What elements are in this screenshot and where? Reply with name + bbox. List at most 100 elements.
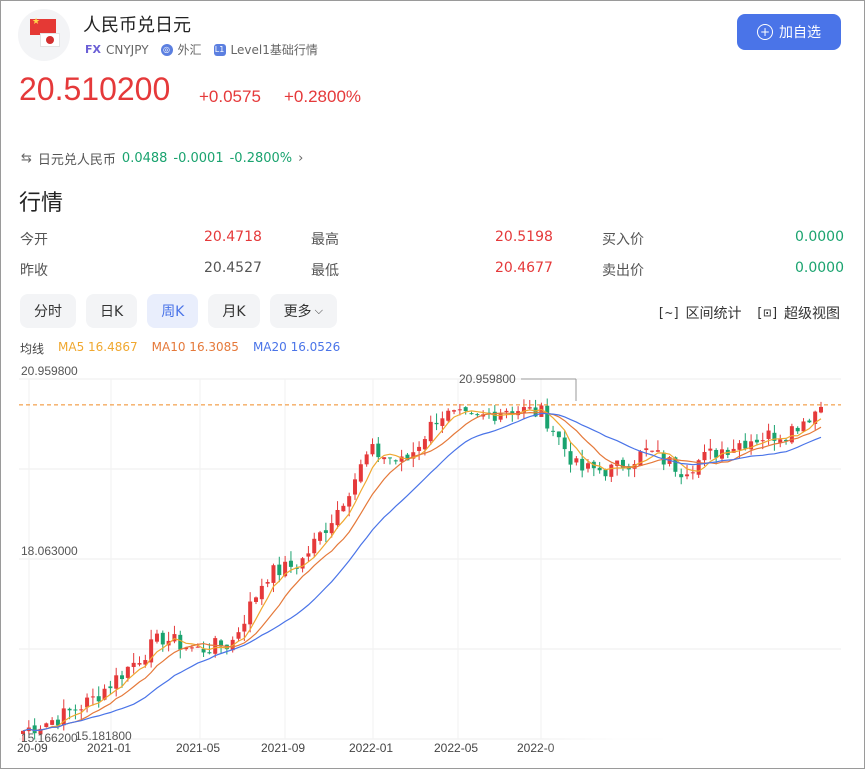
- max-price-marker: [521, 378, 577, 401]
- candle-body: [137, 663, 142, 665]
- candle-body: [73, 709, 78, 711]
- market-tag: ◎ 外汇: [160, 41, 202, 58]
- tab-intraday[interactable]: 分时: [20, 294, 76, 328]
- candle-body: [743, 440, 748, 449]
- tab-weekly[interactable]: 周K: [147, 294, 199, 328]
- ma20-line: [22, 412, 822, 732]
- candle-body: [708, 448, 713, 451]
- candle-body: [615, 460, 620, 466]
- candle-body: [288, 560, 293, 567]
- candle-body: [347, 496, 352, 507]
- candle-body: [527, 407, 532, 409]
- candle-body: [609, 464, 614, 477]
- candle-body: [248, 601, 253, 625]
- candle-body: [201, 648, 206, 653]
- candle-body: [102, 688, 107, 700]
- high-value: 20.5198: [495, 229, 553, 245]
- candle-body: [772, 432, 777, 441]
- candle-body: [597, 467, 602, 471]
- tab-daily[interactable]: 日K: [86, 294, 138, 328]
- candle-body: [620, 459, 625, 469]
- candle-body: [411, 452, 416, 459]
- candle-body: [108, 686, 113, 689]
- candle-body: [149, 639, 154, 663]
- candle-body: [160, 632, 165, 645]
- add-watchlist-button[interactable]: + 加自选: [737, 14, 841, 50]
- candle-body: [417, 446, 422, 451]
- candle-body: [714, 449, 719, 458]
- candle-body: [784, 439, 789, 442]
- min-price-label: 15.181800: [75, 729, 132, 743]
- candle-body: [452, 410, 457, 412]
- candle-body: [38, 728, 43, 735]
- candle-body: [469, 413, 474, 415]
- candle-body: [335, 509, 340, 526]
- candle-body: [329, 523, 334, 534]
- candle-body: [731, 448, 736, 453]
- y-tick-label: 15.166200: [21, 731, 78, 745]
- candle-body: [568, 451, 573, 465]
- ma20-value: MA20 16.0526: [252, 340, 341, 354]
- candle-body: [399, 456, 404, 462]
- candle-body: [306, 553, 311, 557]
- candle-body: [422, 439, 427, 450]
- candle-body: [259, 585, 264, 600]
- prev-close-label: 昨收: [20, 263, 48, 279]
- chart-tools: [~] 区间统计 [⊡] 超级视图: [657, 303, 840, 323]
- candle-body: [376, 443, 381, 458]
- candle-body: [382, 457, 387, 460]
- candle-body: [685, 474, 690, 477]
- candle-body: [61, 708, 66, 726]
- symbol-code: CNYJPY: [106, 42, 149, 57]
- super-view-label: 超级视图: [784, 306, 840, 322]
- super-view-button[interactable]: [⊡] 超级视图: [756, 303, 840, 323]
- x-tick-label: 20-09: [17, 741, 48, 755]
- candle-body: [696, 460, 701, 475]
- candle-body: [370, 444, 375, 455]
- candle-body: [242, 623, 247, 632]
- candle-body: [795, 427, 800, 432]
- candle-body: [457, 409, 462, 411]
- candle-body: [551, 430, 556, 432]
- candle-body: [434, 422, 439, 425]
- add-watchlist-label: 加自选: [779, 25, 821, 41]
- candle-body: [446, 410, 451, 421]
- candle-body: [650, 450, 655, 452]
- candle-body: [44, 723, 49, 727]
- inverse-change-percent: -0.2800%: [229, 151, 293, 166]
- candle-body: [679, 474, 684, 478]
- candle-body: [702, 451, 707, 461]
- candle-body: [521, 407, 526, 413]
- candle-body: [574, 458, 579, 463]
- candle-body: [393, 460, 398, 462]
- candle-body: [143, 660, 148, 665]
- ma5-line: [22, 408, 822, 732]
- candle-body: [184, 647, 189, 650]
- price-change: +0.0575: [199, 87, 261, 106]
- candle-body: [312, 538, 317, 554]
- chevron-down-icon: ⌵: [314, 304, 323, 317]
- candle-body: [154, 633, 159, 642]
- ma10-value: MA10 16.3085: [151, 340, 239, 354]
- tab-monthly[interactable]: 月K: [208, 294, 260, 328]
- inverse-change: -0.0001: [173, 151, 224, 166]
- candle-body: [690, 472, 695, 474]
- stats-row-2: 昨收 20.4527 最低 20.4677 卖出价 0.0000: [20, 260, 844, 280]
- tab-more[interactable]: 更多 ⌵: [269, 294, 337, 328]
- candle-body: [55, 719, 60, 726]
- candle-body: [463, 407, 468, 412]
- candle-body: [21, 730, 25, 734]
- section-title: 行情: [19, 191, 64, 216]
- x-axis-ticks: 20-09 2021-01 2021-05 2021-09 2022-01 2022-05…: [17, 741, 555, 755]
- watermark-fade: [541, 691, 864, 768]
- bid-label: 买入价: [602, 232, 644, 248]
- high-label: 最高: [311, 232, 339, 248]
- tab-more-label: 更多: [283, 304, 312, 320]
- x-tick-label: 2022-01: [349, 741, 393, 755]
- inverse-pair-link[interactable]: ⇆ 日元兑人民币 0.0488 -0.0001 -0.2800% ›: [21, 149, 303, 168]
- range-stats-button[interactable]: [~] 区间统计: [657, 303, 741, 323]
- kline-chart[interactable]: 20.959800 18.063000 15.166200 15.181800 …: [1, 361, 865, 769]
- candle-body: [533, 407, 538, 417]
- candle-body: [236, 632, 241, 639]
- candle-body: [539, 405, 544, 417]
